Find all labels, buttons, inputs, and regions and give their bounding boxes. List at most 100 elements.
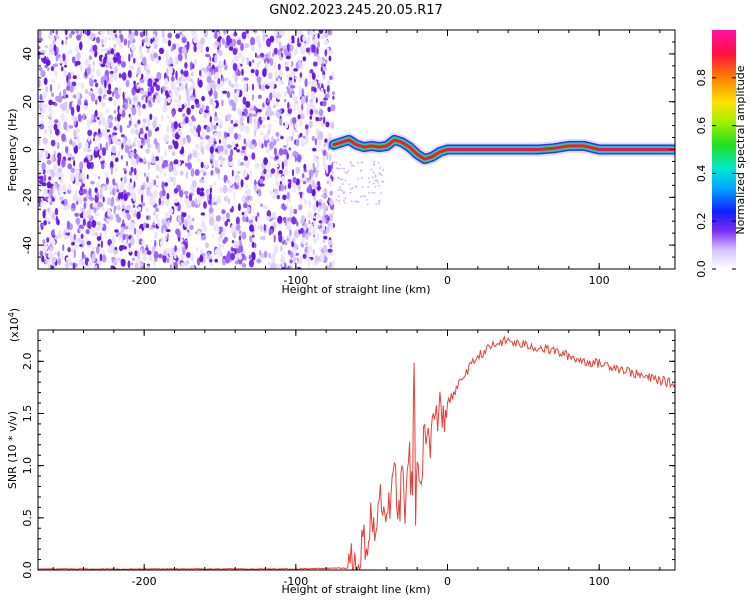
noise-dot [52,185,55,194]
noise-dot [209,192,212,202]
noise-dot [100,63,106,68]
noise-dot [210,262,214,267]
noise-dot [84,162,87,166]
noise-dot [340,167,342,170]
noise-dot [180,253,185,263]
noise-dot [54,63,58,68]
noise-dot [170,81,176,90]
noise-dot [349,162,352,164]
noise-dot [351,187,354,190]
noise-dot [117,86,122,96]
noise-dot [48,43,54,50]
noise-dot [284,121,289,129]
noise-dot [269,92,273,101]
noise-dot [314,202,317,211]
noise-dot [128,53,131,62]
noise-dot [102,196,105,203]
noise-dot [112,132,118,136]
noise-dot [360,169,362,172]
noise-dot [312,248,316,256]
noise-dot [133,85,138,90]
noise-dot [69,173,75,182]
noise-dot [107,121,113,129]
snr-y-label: SNR (10 * v/v) [6,411,19,489]
noise-dot [154,78,159,82]
noise-dot [306,250,310,260]
noise-dot [38,45,41,50]
noise-dot [45,85,48,93]
noise-dot [250,68,255,74]
noise-dot [104,79,107,89]
noise-dot [231,169,234,177]
noise-dot [313,87,317,93]
noise-dot [192,217,195,222]
noise-dot [378,199,381,202]
noise-dot [49,110,53,119]
noise-dot [244,42,250,49]
noise-dot [187,203,192,208]
noise-dot [287,101,290,110]
noise-dot [256,212,260,217]
noise-dot [174,55,178,65]
noise-dot [228,181,233,187]
noise-dot [235,90,240,97]
snr-x-ticks: -200 -100 0 100 [52,330,661,588]
noise-dot [228,46,234,51]
noise-dot [231,102,237,107]
noise-dot [84,58,89,68]
noise-dot [173,98,178,103]
noise-dot [92,60,95,66]
noise-dot [157,165,163,172]
noise-dot [217,130,222,139]
noise-dot [213,124,217,130]
noise-dot [304,242,309,247]
noise-dot [71,56,76,64]
noise-dot [139,31,144,38]
noise-dot [226,218,231,223]
frequency-ridge [326,132,675,167]
noise-dot [205,135,210,140]
noise-dot [344,197,347,200]
noise-dot [374,186,377,188]
noise-dot [143,118,147,124]
noise-dot [215,83,221,90]
noise-dot [166,115,170,120]
noise-dot [102,58,105,65]
noise-dot [54,182,57,189]
noise-dot [100,240,103,249]
noise-dot [318,138,322,146]
noise-dot [155,214,159,221]
noise-dot [51,257,57,263]
noise-dot [327,106,332,113]
noise-dot [209,146,214,154]
noise-dot [178,31,183,36]
noise-dot [45,260,49,264]
noise-dot [83,254,87,260]
y-tick-label: 1.5 [21,405,34,423]
noise-dot [330,121,335,129]
noise-dot [193,36,198,44]
noise-dot [61,159,66,168]
noise-dot [314,109,319,115]
noise-dot [153,179,157,186]
noise-dot [164,90,169,97]
noise-dot [117,55,120,65]
noise-dot [338,195,340,198]
noise-dot [251,152,256,160]
noise-dot [164,97,167,107]
noise-dot [48,118,51,125]
noise-dot [98,119,102,126]
noise-dot [155,59,160,64]
noise-dot [79,243,83,248]
noise-dot [40,109,44,119]
noise-dot [269,35,275,43]
noise-dot [159,240,164,247]
noise-dot [300,96,306,105]
noise-dot [105,48,108,52]
noise-dot [323,116,326,124]
noise-dot [196,247,199,252]
noise-dot [147,78,153,85]
noise-dot [285,55,291,60]
noise-dot [281,161,285,170]
noise-dot [272,52,275,57]
